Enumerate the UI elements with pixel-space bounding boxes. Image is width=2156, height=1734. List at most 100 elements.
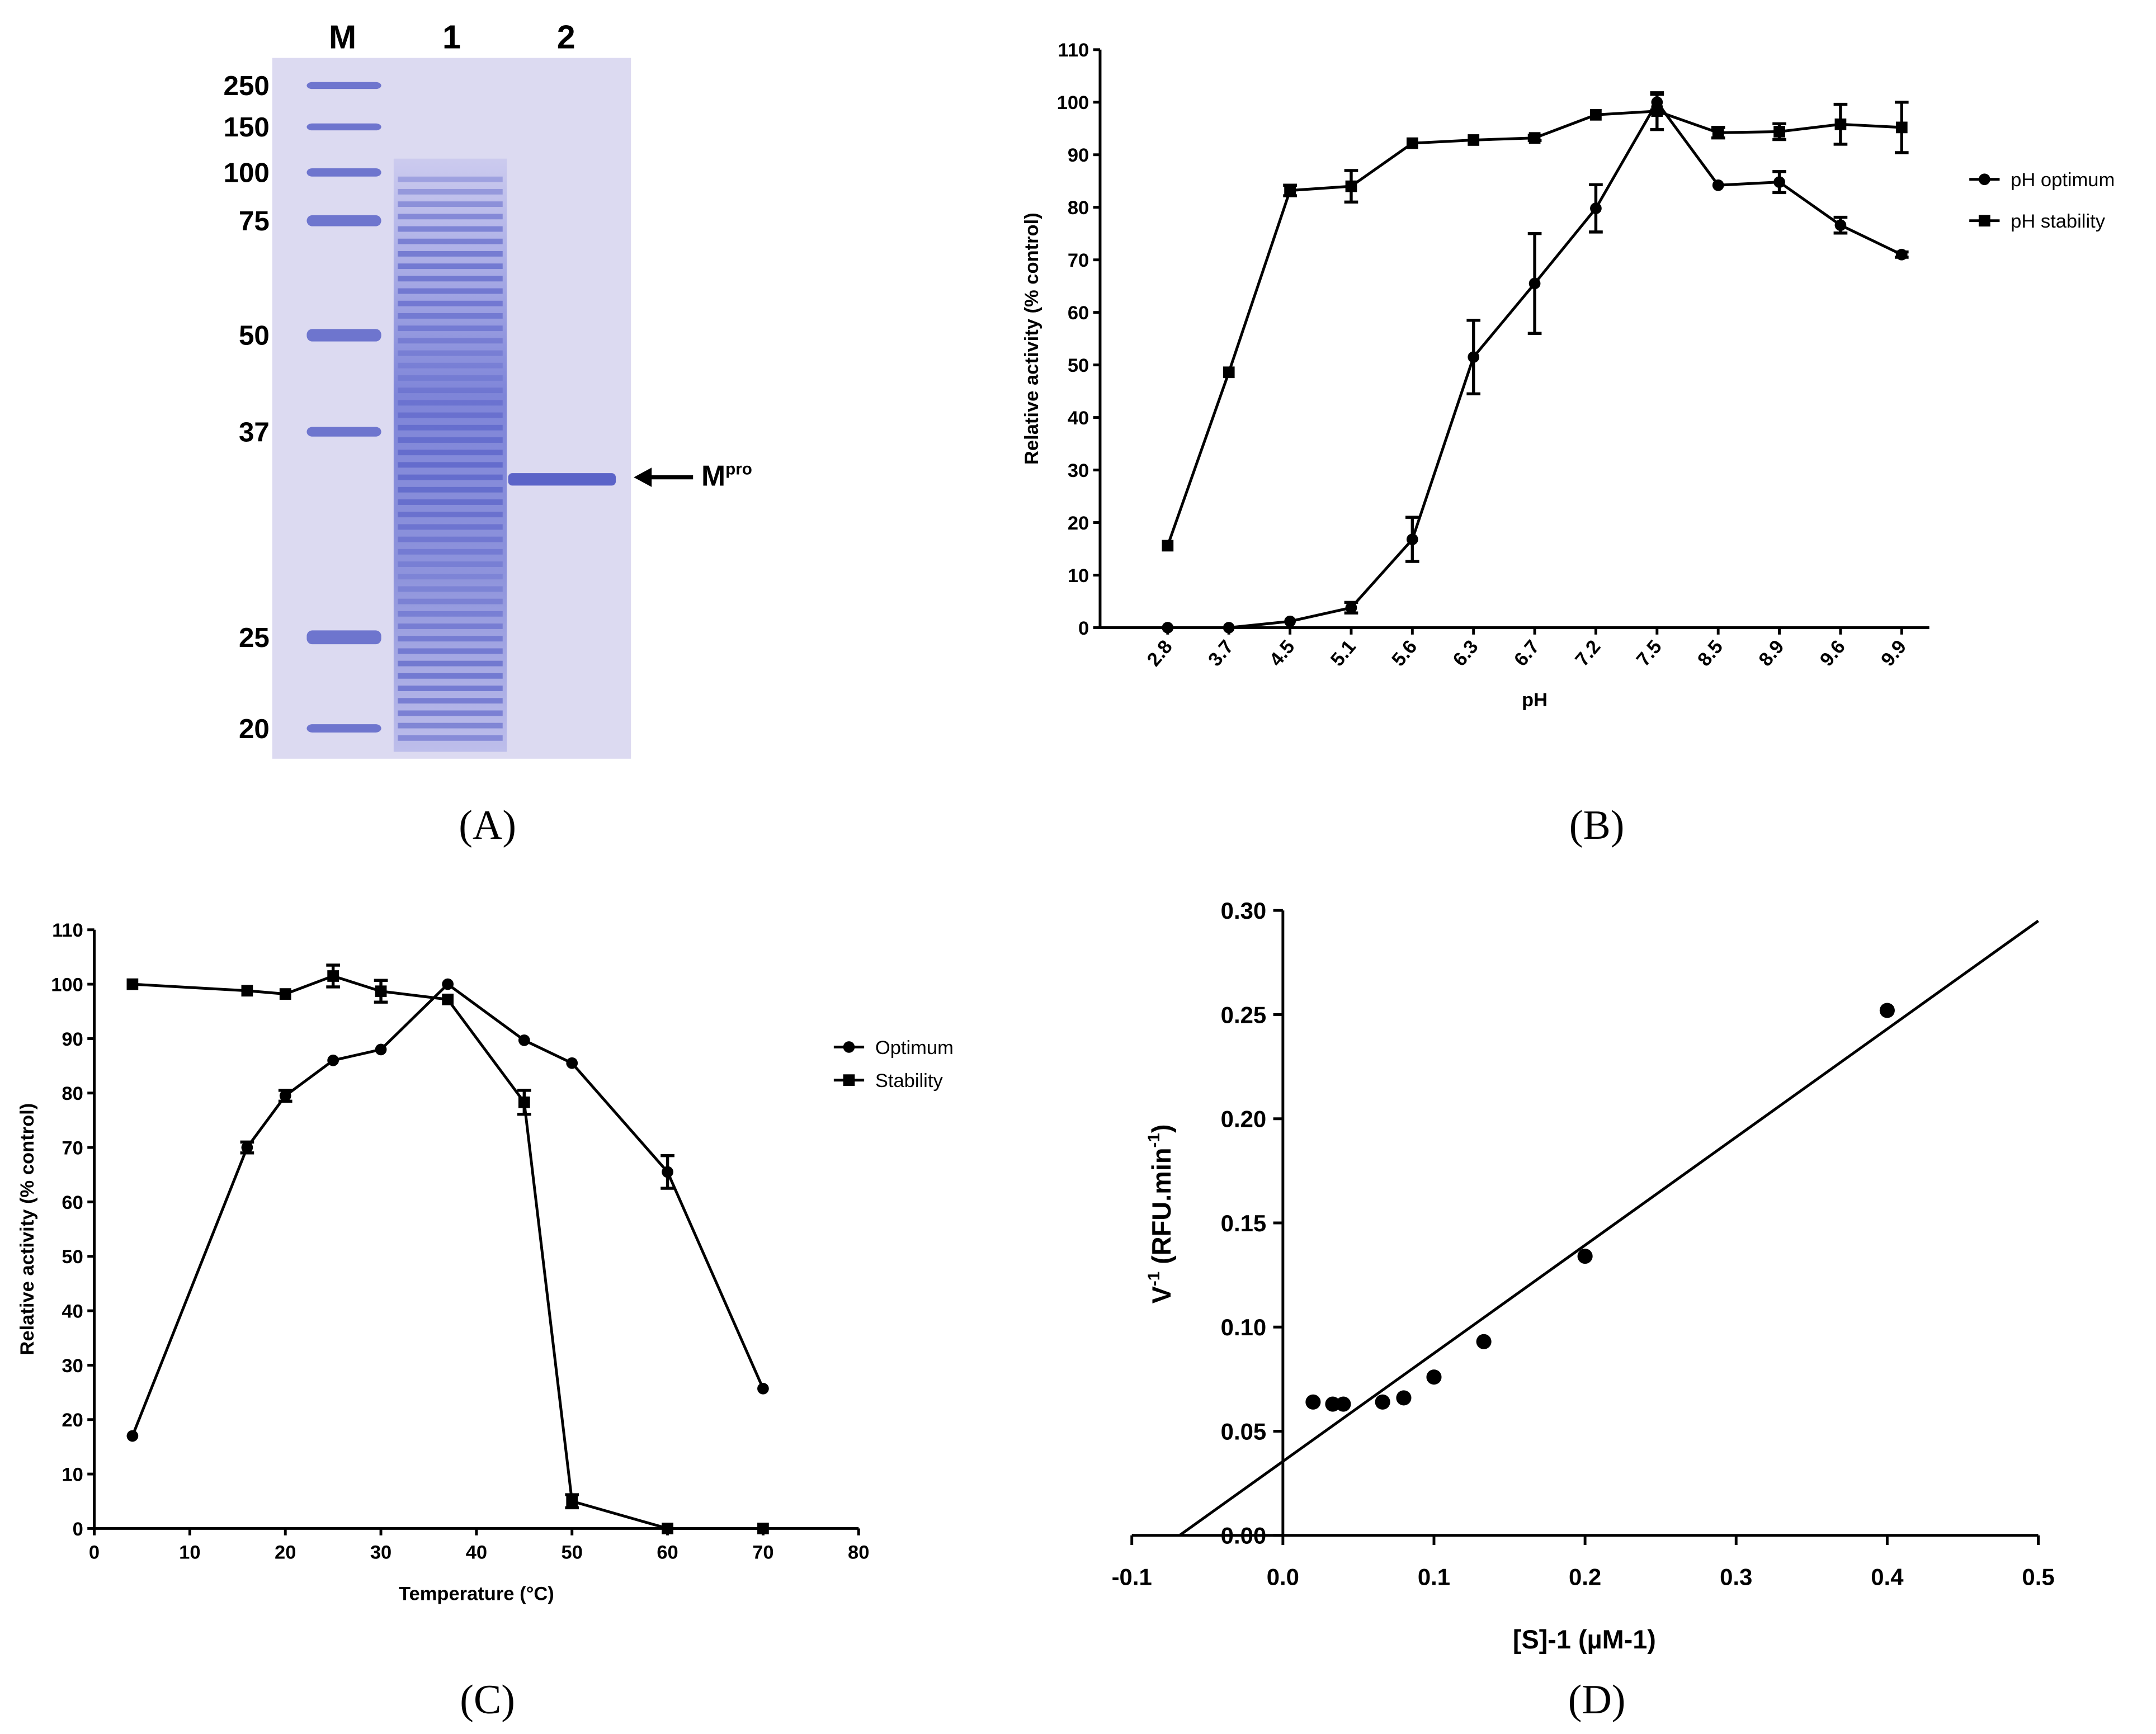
x-tick-label: 80 xyxy=(848,1542,869,1563)
data-point xyxy=(662,1523,673,1534)
data-point xyxy=(1284,615,1296,627)
legend-marker xyxy=(843,1074,855,1086)
lineweaver-burk-chart: -0.1 0.0 0.1 0.2 0.3 0.4 0.5 0.00 0.05 0.10 0.15 0.… xyxy=(1112,897,2055,1654)
lane-label: 2 xyxy=(557,18,575,55)
data-point xyxy=(1345,602,1357,614)
x-tick-label: 9.6 xyxy=(1816,636,1850,670)
lane-1-bands xyxy=(398,176,503,741)
mpro-label: Mpro xyxy=(701,459,752,492)
lane-1-band xyxy=(398,611,503,617)
lane-1-band xyxy=(398,437,503,443)
y-tick-label: 0.05 xyxy=(1221,1418,1267,1444)
y-tick-label: 80 xyxy=(1068,197,1089,219)
data-point xyxy=(1336,1396,1351,1412)
lane-1-band xyxy=(398,300,503,306)
data-point xyxy=(1406,533,1418,545)
lane-1-band xyxy=(398,288,503,294)
y-tick-label: 40 xyxy=(62,1301,83,1322)
lane-1-band xyxy=(398,176,503,182)
data-point xyxy=(1773,126,1785,138)
x-tick-label: 20 xyxy=(275,1542,296,1563)
legend-label: Stability xyxy=(875,1070,943,1092)
y-tick-label: 70 xyxy=(1068,250,1089,271)
data-point xyxy=(1284,185,1296,197)
data-point xyxy=(1773,176,1785,188)
y-axis-label-part: -1 xyxy=(1145,1272,1163,1286)
lane-1-band xyxy=(398,188,503,195)
marker-bands xyxy=(306,82,381,733)
y-tick-label: 100 xyxy=(51,974,83,995)
x-tick-label: 5.1 xyxy=(1327,636,1360,670)
y-tick-label: 40 xyxy=(1068,408,1089,429)
caption-d: (D) xyxy=(1568,1677,1626,1723)
series-ph-stability xyxy=(1162,91,1909,552)
y-axis-label: Relative activity (% control) xyxy=(1021,212,1042,465)
lane-1-band xyxy=(398,474,503,480)
x-axis-label: Temperature (°C) xyxy=(399,1584,554,1605)
lane-1-band xyxy=(398,238,503,244)
data-point xyxy=(1528,132,1541,144)
y-tick-label: 70 xyxy=(62,1137,83,1159)
data-point xyxy=(1651,105,1663,117)
marker-band xyxy=(306,724,381,733)
marker-band xyxy=(306,168,381,177)
y-tick-label: 30 xyxy=(62,1355,83,1377)
lane-label: M xyxy=(329,18,356,55)
marker-band xyxy=(306,123,381,131)
data-point xyxy=(1879,1003,1895,1018)
x-tick-label: 6.3 xyxy=(1449,636,1483,670)
x-tick-label: 7.5 xyxy=(1633,636,1666,670)
data-point xyxy=(566,1495,578,1508)
data-point xyxy=(757,1382,769,1395)
y-tick-label: 0.25 xyxy=(1221,1001,1267,1028)
y-tick-label: 50 xyxy=(1068,355,1089,376)
lane-1-band xyxy=(398,412,503,418)
data-point xyxy=(1590,202,1602,214)
y-tick-label: 10 xyxy=(62,1464,83,1485)
data-point xyxy=(1834,219,1847,231)
legend-marker xyxy=(1978,215,1990,227)
lane-1-band xyxy=(398,486,503,493)
marker-band xyxy=(306,329,381,342)
data-point xyxy=(518,1034,530,1046)
data-point xyxy=(1468,134,1480,146)
lane-1-band xyxy=(398,735,503,741)
lane-1-band xyxy=(398,424,503,431)
data-point xyxy=(1577,1249,1593,1264)
y-tick-label: 60 xyxy=(62,1192,83,1213)
lane-1-band xyxy=(398,561,503,567)
series-line xyxy=(131,982,765,1437)
x-tick-label: 40 xyxy=(466,1542,487,1563)
legend-label: Optimum xyxy=(875,1037,954,1059)
mw-label: 25 xyxy=(239,622,270,653)
ph-chart: 0 10 20 30 40 50 60 70 80 90 100 110 2.8 3.7 4.5 5.1 5.6… xyxy=(1021,40,2115,711)
lane-1-band xyxy=(398,388,503,394)
legend-label: pH optimum xyxy=(2011,169,2115,191)
y-tick-label: 80 xyxy=(62,1083,83,1104)
mw-label: 75 xyxy=(239,206,270,237)
y-tick-label: 0.15 xyxy=(1221,1210,1267,1236)
data-point xyxy=(327,970,339,982)
mw-labels: 250 150 100 75 50 37 25 20 xyxy=(224,70,270,744)
series-line xyxy=(132,974,763,1530)
y-tick-label: 90 xyxy=(62,1029,83,1050)
lane-1-band xyxy=(398,276,503,282)
data-point xyxy=(375,985,387,998)
x-tick-label: 0 xyxy=(89,1542,100,1563)
x-tick-label: 9.9 xyxy=(1877,636,1910,670)
lane-1-band xyxy=(398,201,503,207)
x-tick-label: 10 xyxy=(179,1542,200,1563)
data-point xyxy=(1162,622,1174,634)
data-point xyxy=(126,978,139,990)
y-axis-label-part: -1 xyxy=(1145,1133,1163,1147)
x-tick-label: 0.0 xyxy=(1267,1564,1299,1590)
marker-band xyxy=(306,215,381,226)
data-point xyxy=(442,978,454,990)
data-point xyxy=(1895,121,1908,134)
x-tick-label: 0.4 xyxy=(1871,1564,1904,1590)
lane-1-band xyxy=(398,263,503,270)
data-point xyxy=(566,1057,578,1069)
y-tick-label: 0.20 xyxy=(1221,1106,1267,1132)
x-tick-label: 60 xyxy=(657,1542,678,1563)
lane-1-band xyxy=(398,586,503,592)
